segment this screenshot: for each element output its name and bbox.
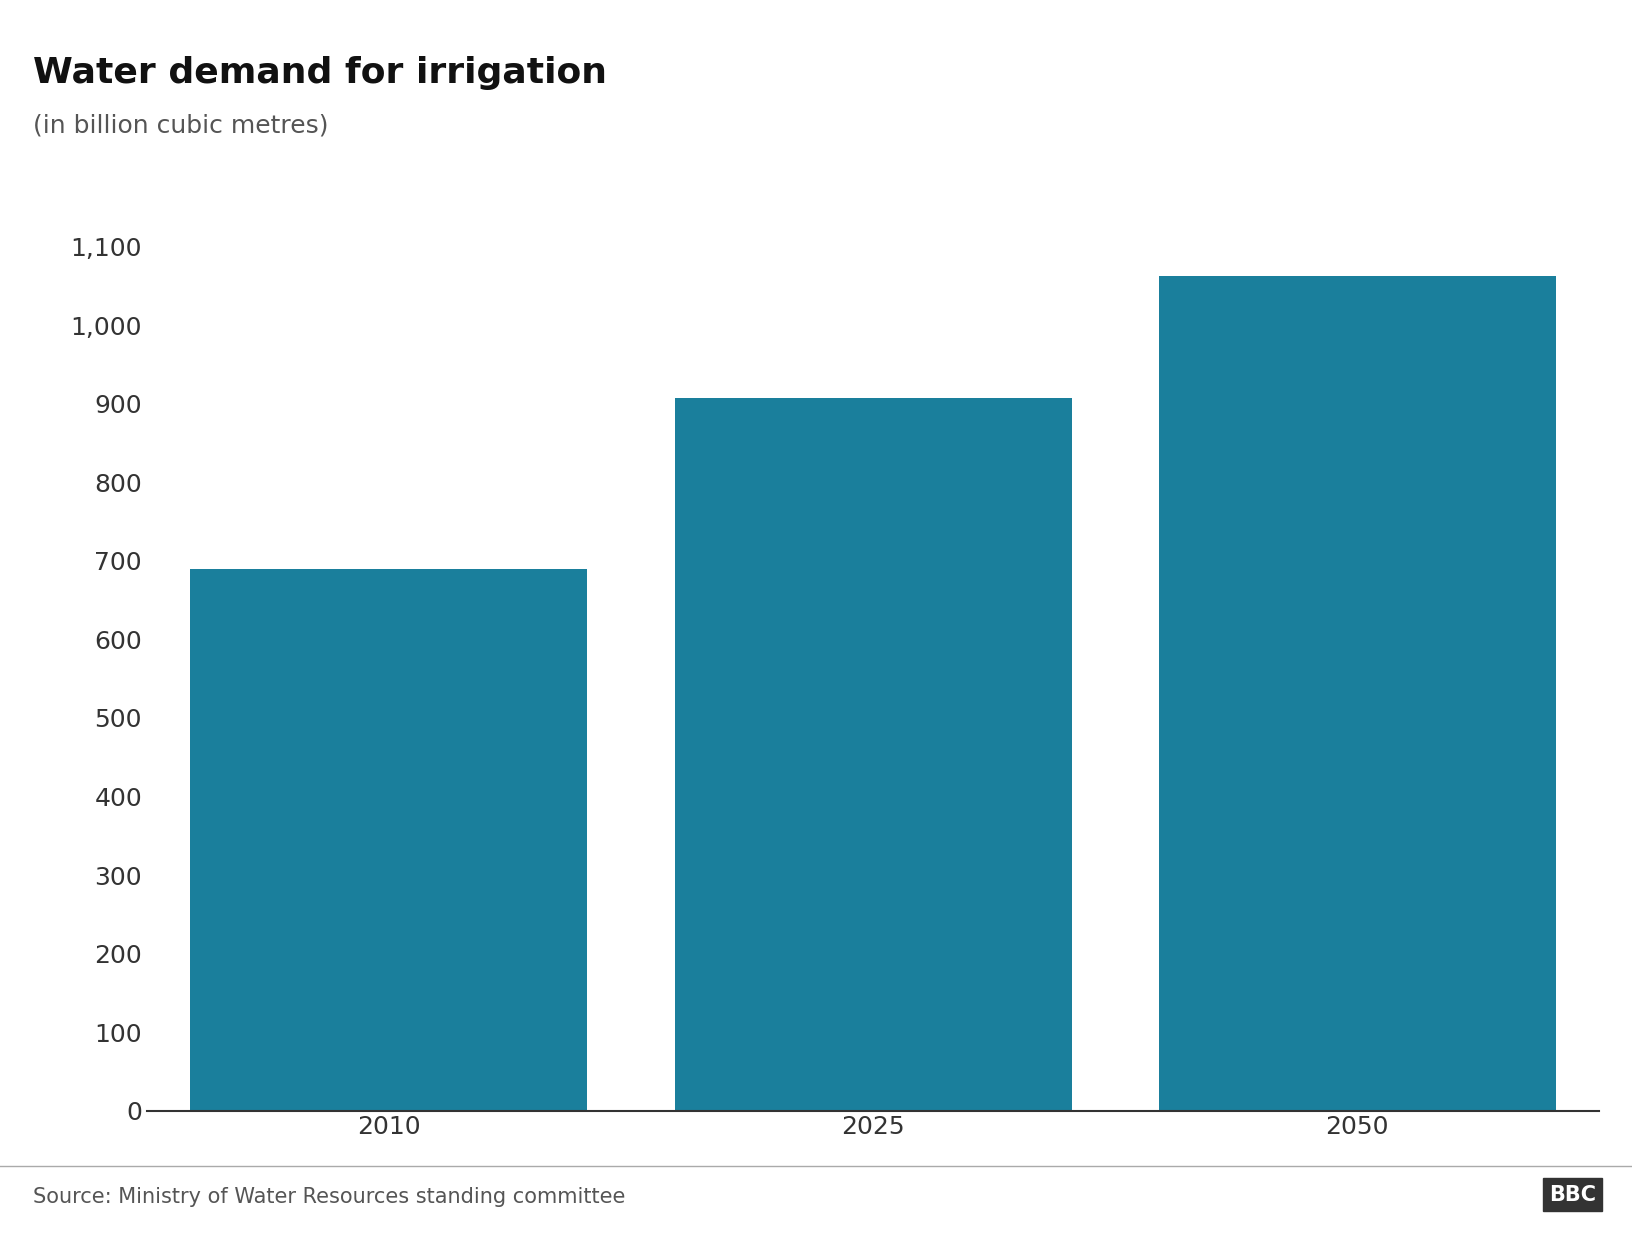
Text: (in billion cubic metres): (in billion cubic metres) bbox=[33, 114, 328, 137]
Bar bbox=[674, 397, 1072, 1111]
Bar bbox=[1159, 276, 1555, 1111]
Bar bbox=[191, 569, 588, 1111]
Text: BBC: BBC bbox=[1549, 1185, 1596, 1204]
Text: Source: Ministry of Water Resources standing committee: Source: Ministry of Water Resources stan… bbox=[33, 1187, 625, 1207]
Text: Water demand for irrigation: Water demand for irrigation bbox=[33, 56, 607, 90]
